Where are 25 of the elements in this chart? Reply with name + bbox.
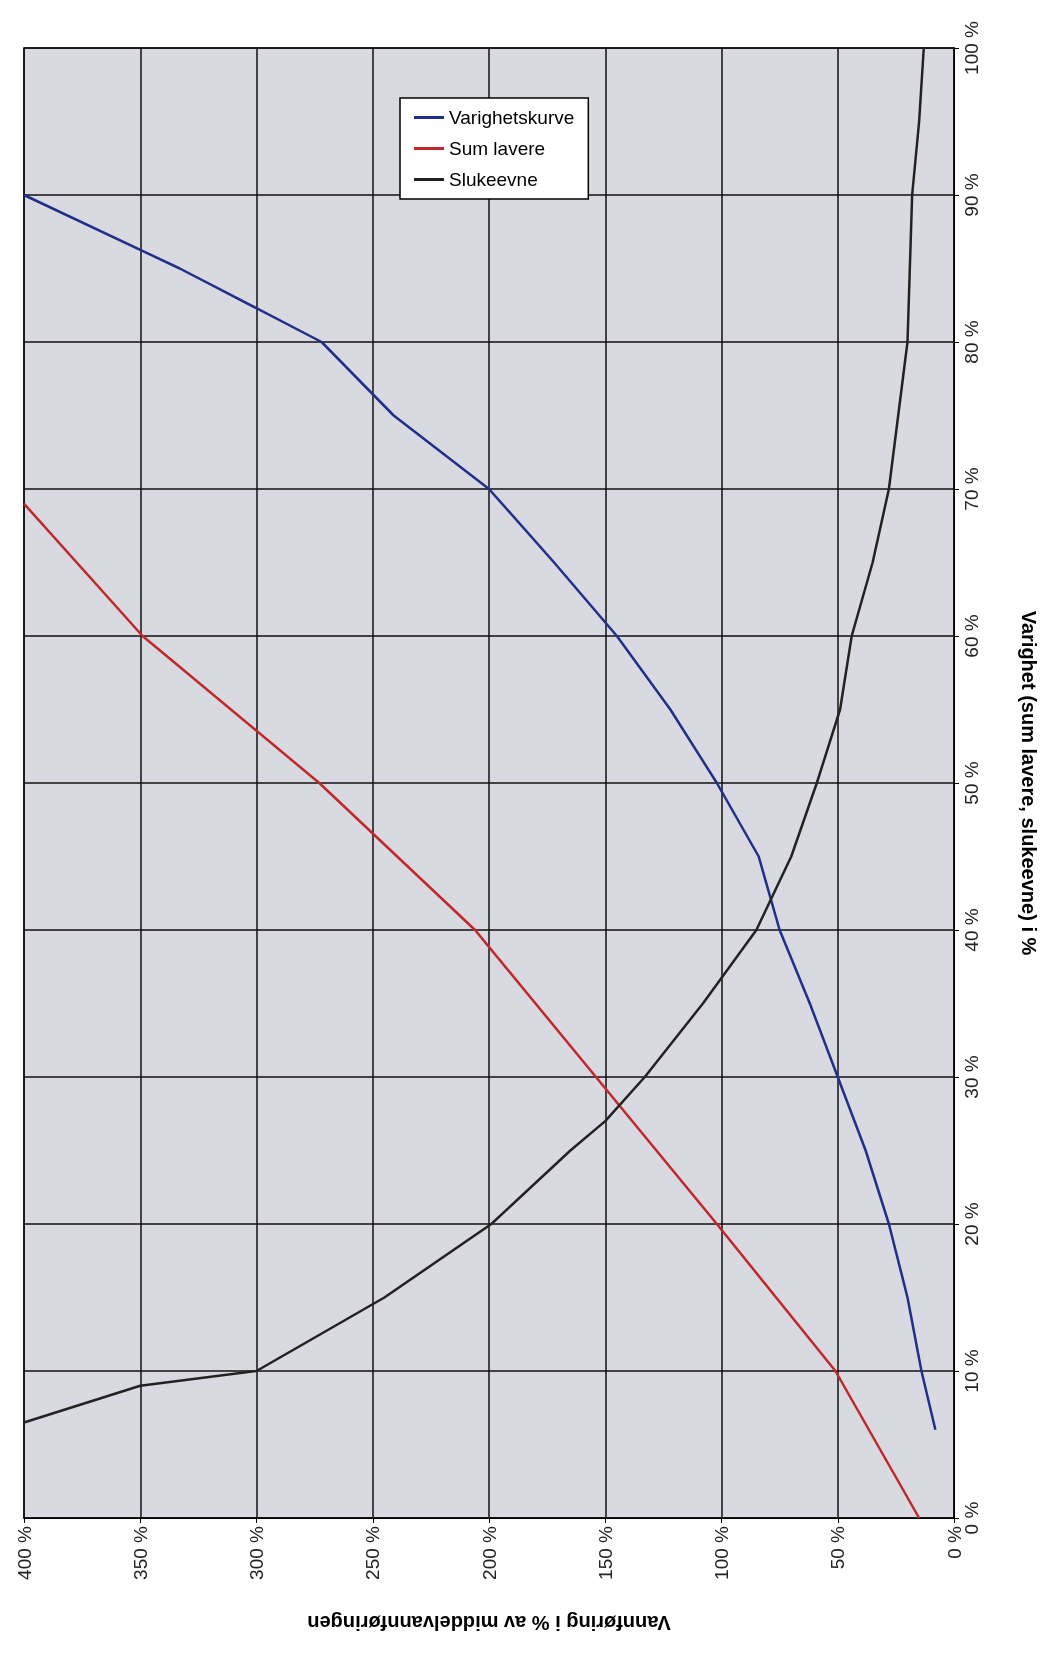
line-series <box>22 502 921 1520</box>
y-tick-label: 90 % <box>961 173 982 217</box>
x-tick-label: 100 % <box>711 1525 732 1580</box>
y-tick-label: 70 % <box>961 467 982 511</box>
y-tick-label: 80 % <box>961 320 982 364</box>
x-axis-title: Vannføring i % av middelvannføringen <box>307 1612 671 1634</box>
y-tick-label: 50 % <box>961 761 982 805</box>
legend-label: Varighetskurve <box>449 107 575 128</box>
x-tick-label: 350 % <box>129 1525 151 1580</box>
x-tick-label: 200 % <box>478 1525 500 1580</box>
y-tick-label: 0 % <box>961 1501 982 1535</box>
y-axis-title: Varighet (sum lavere, slukeevne) i % <box>1018 610 1040 956</box>
x-tick-label: 50 % <box>827 1525 849 1570</box>
x-tick-label: 300 % <box>246 1525 267 1580</box>
y-tick-label: 20 % <box>961 1202 982 1246</box>
y-tick-label: 30 % <box>961 1055 982 1099</box>
y-tick-label: 10 % <box>961 1349 982 1393</box>
x-tick-label: 250 % <box>362 1525 384 1580</box>
legend-label: Sum lavere <box>449 138 546 159</box>
legend-label: Slukeevne <box>449 169 538 190</box>
y-tick-label: 60 % <box>961 614 982 658</box>
x-tick-label: 400 % <box>13 1525 35 1580</box>
y-tick-label: 40 % <box>961 908 982 952</box>
x-tick-label: 150 % <box>594 1525 616 1580</box>
y-tick-label: 100 % <box>961 20 982 75</box>
